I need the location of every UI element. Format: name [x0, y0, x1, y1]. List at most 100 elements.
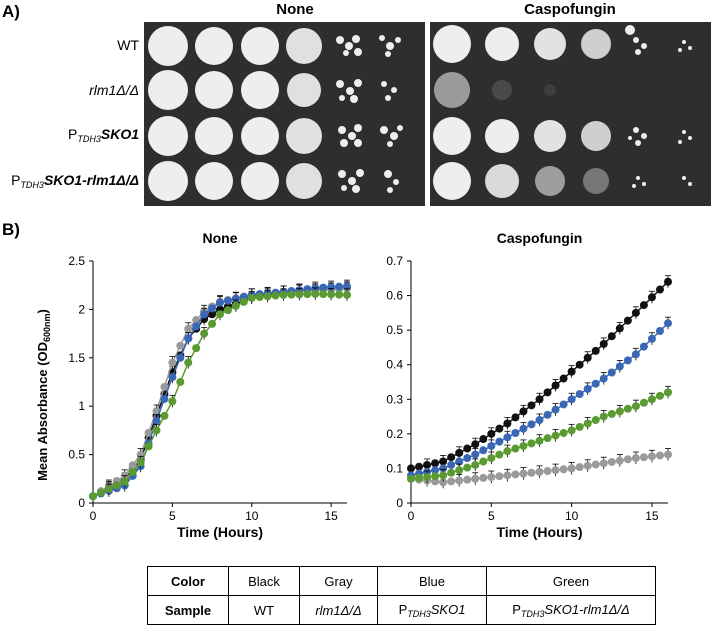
data-point-gray — [168, 358, 177, 367]
data-point-black — [503, 419, 512, 428]
data-point-green — [208, 319, 217, 328]
data-point-green — [615, 407, 624, 416]
x-axis-label: Time (Hours) — [177, 524, 263, 540]
y-tick-label: 0.7 — [386, 254, 403, 268]
data-point-blue — [567, 395, 576, 404]
data-point-green — [535, 436, 544, 445]
data-point-gray — [184, 324, 193, 333]
data-point-black — [208, 310, 217, 319]
data-point-black — [647, 293, 656, 302]
legend-color-blue: Blue — [377, 566, 487, 596]
data-point-blue — [591, 379, 600, 388]
data-point-green — [327, 290, 336, 299]
data-point-gray — [519, 469, 528, 478]
data-point-blue — [495, 437, 504, 446]
data-point-green — [176, 378, 185, 386]
data-point-blue — [216, 298, 224, 307]
data-point-gray — [487, 473, 496, 482]
data-point-green — [503, 447, 512, 456]
panel-a-label: A) — [2, 2, 20, 21]
data-point-green — [415, 473, 424, 482]
data-point-black — [599, 339, 608, 348]
data-point-black — [455, 448, 464, 457]
data-point-green — [543, 434, 552, 443]
data-point-black — [543, 388, 552, 397]
data-point-blue — [223, 296, 232, 305]
data-point-blue — [615, 362, 624, 371]
data-point-green — [231, 302, 240, 311]
data-point-black — [631, 308, 640, 317]
data-point-green — [168, 397, 177, 406]
data-point-green — [575, 422, 584, 431]
data-point-green — [136, 458, 145, 467]
data-point-green — [431, 472, 440, 481]
data-point-green — [471, 460, 480, 469]
x-tick-label: 10 — [245, 509, 259, 523]
data-point-green — [112, 481, 121, 490]
data-point-gray — [567, 464, 576, 473]
legend-header-color: Color — [147, 566, 229, 596]
data-point-gray — [503, 471, 512, 480]
data-point-blue — [543, 410, 552, 419]
data-point-gray — [479, 473, 488, 482]
chart-title: None — [203, 230, 238, 246]
strain-label-wt: WT — [117, 37, 139, 53]
data-point-gray — [655, 451, 664, 460]
strain-label-rlm1: rlm1Δ/Δ — [89, 82, 139, 98]
data-point-green — [519, 441, 528, 450]
data-point-black — [527, 401, 536, 410]
y-tick-label: 0.3 — [386, 392, 403, 406]
data-point-blue — [176, 353, 185, 362]
data-point-green — [591, 416, 600, 425]
data-point-black — [655, 285, 664, 294]
data-point-gray — [128, 461, 137, 470]
data-point-blue — [664, 319, 672, 328]
data-point-gray — [607, 457, 616, 466]
data-point-gray — [176, 341, 185, 350]
data-point-gray — [551, 466, 560, 475]
strain-label-sko1-rlm1: PTDH3SKO1-rlm1Δ/Δ — [11, 172, 139, 190]
legend-color-black: Black — [228, 566, 300, 596]
data-point-green — [647, 395, 656, 404]
data-point-green — [263, 292, 272, 301]
data-point-green — [200, 329, 209, 338]
data-point-gray — [583, 461, 592, 470]
caspofungin-plate-title: Caspofungin — [524, 1, 616, 18]
x-tick-label: 0 — [408, 509, 415, 523]
y-tick-label: 0.2 — [386, 427, 403, 441]
data-point-green — [128, 468, 137, 477]
data-point-blue — [447, 460, 456, 469]
data-point-gray — [575, 463, 584, 472]
data-point-blue — [208, 304, 217, 313]
data-point-green — [192, 344, 201, 353]
data-point-black — [559, 374, 568, 383]
data-point-green — [495, 450, 504, 459]
y-tick-label: 1 — [78, 399, 85, 413]
data-point-green — [623, 404, 632, 413]
data-point-blue — [455, 457, 464, 466]
data-point-blue — [519, 424, 528, 433]
data-point-black — [479, 435, 488, 444]
chart-title: Caspofungin — [497, 230, 583, 246]
data-point-black — [471, 440, 480, 449]
legend-header-sample: Sample — [147, 595, 229, 625]
data-point-black — [407, 464, 415, 473]
data-point-green — [144, 442, 153, 451]
y-tick-label: 1.5 — [68, 351, 85, 365]
data-point-green — [407, 474, 415, 483]
data-point-green — [559, 428, 568, 437]
data-point-green — [152, 426, 161, 435]
data-point-blue — [327, 283, 336, 292]
data-point-green — [271, 291, 280, 300]
data-point-blue — [184, 334, 193, 343]
data-point-green — [447, 468, 456, 477]
data-point-blue — [647, 334, 656, 343]
x-tick-label: 5 — [169, 509, 176, 523]
sample-color-legend-table: Color Black Gray Blue Green Sample WT rl… — [147, 566, 656, 625]
data-point-blue — [575, 390, 584, 399]
data-point-blue — [583, 384, 592, 393]
y-tick-label: 2 — [78, 302, 85, 316]
data-point-green — [223, 306, 232, 315]
data-point-black — [639, 301, 648, 310]
data-point-green — [104, 484, 113, 493]
